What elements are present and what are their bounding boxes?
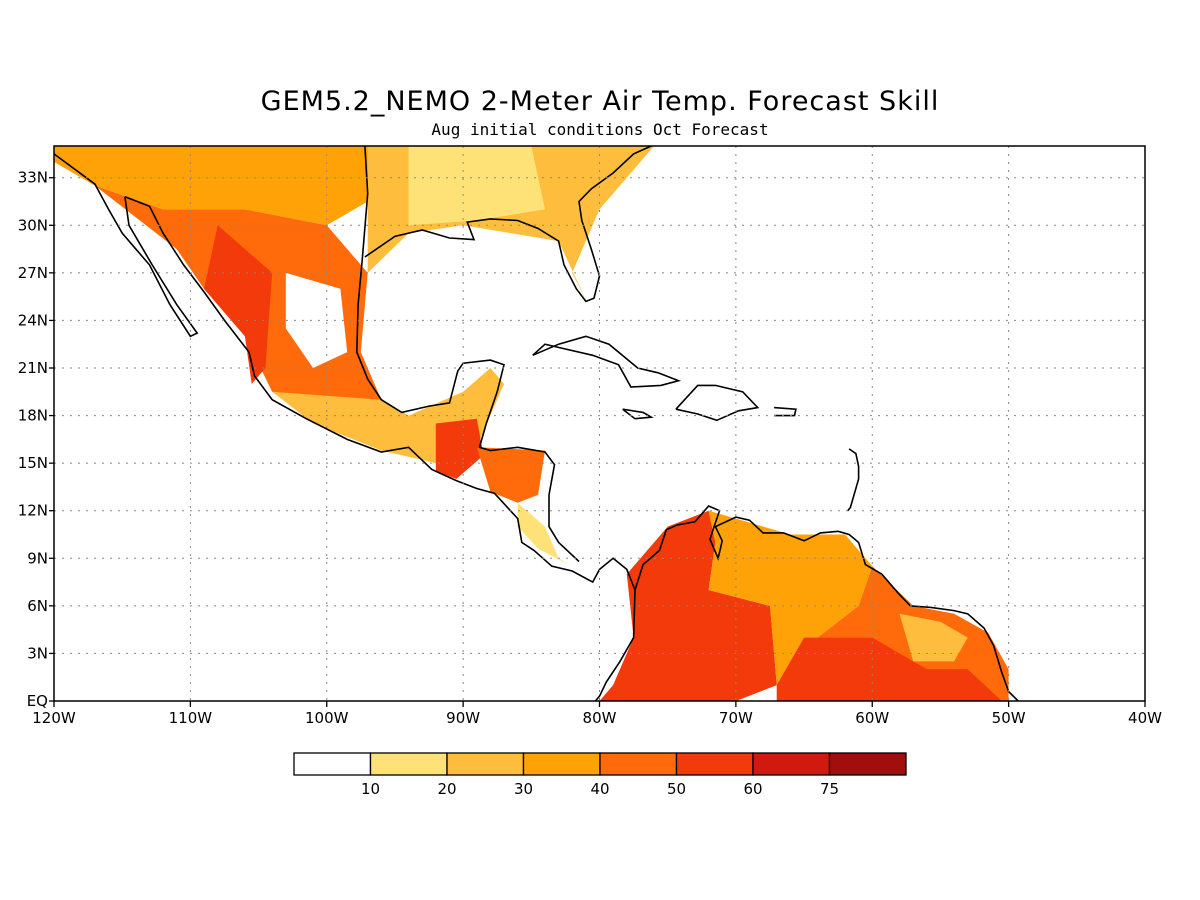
colorbar-swatch — [599, 752, 678, 776]
map-title: GEM5.2_NEMO 2-Meter Air Temp. Forecast S… — [260, 86, 940, 117]
colorbar: 10 20 30 40 50 60 75 — [293, 752, 907, 798]
lon-tick-label: 80W — [583, 709, 617, 727]
skill-regions — [54, 146, 1009, 701]
lat-tick-label: 15N — [18, 454, 48, 472]
colorbar-swatch — [293, 752, 372, 776]
lat-tick-label: 6N — [27, 597, 48, 615]
coastline-1 — [54, 153, 199, 338]
colorbar-label: 30 — [514, 780, 533, 798]
coastline-3 — [594, 589, 636, 701]
region-central-america-south — [517, 502, 573, 567]
coastline-11 — [634, 505, 1019, 701]
lat-tick-label: 27N — [18, 264, 48, 282]
lat-tick-label: EQ — [27, 692, 48, 710]
colorbar-swatch — [522, 752, 601, 776]
lat-tick-label: 9N — [27, 549, 48, 567]
colorbar-swatch — [675, 752, 754, 776]
colorbar-label: 75 — [820, 780, 839, 798]
region-mexico-interior-low — [285, 272, 348, 368]
gridlines — [54, 146, 1145, 701]
region-mexico-west-coast — [204, 225, 273, 384]
coastline-4 — [355, 146, 580, 563]
colorbar-label: 10 — [361, 780, 380, 798]
colorbar-label: 50 — [667, 780, 686, 798]
colorbar-swatch — [752, 752, 831, 776]
lon-tick-label: 90W — [446, 709, 480, 727]
lat-tick-label: 12N — [18, 502, 48, 520]
region-colombia — [599, 510, 777, 701]
region-guatemala — [435, 418, 484, 479]
lat-tick-label: 21N — [18, 359, 48, 377]
region-honduras-nicaragua — [476, 447, 545, 503]
coastline-6 — [532, 335, 682, 388]
lon-tick-label: 100W — [305, 709, 349, 727]
lon-tick-label: 60W — [855, 709, 889, 727]
coastline-9 — [774, 406, 797, 417]
region-brazil-north-high — [776, 637, 1002, 701]
lon-tick-label: 120W — [32, 709, 76, 727]
region-venezuela — [708, 510, 873, 686]
lon-tick-label: 40W — [1128, 709, 1162, 727]
colorbar-label: 40 — [590, 780, 609, 798]
colorbar-label: 20 — [437, 780, 456, 798]
coastline-10 — [847, 448, 860, 512]
lat-tick-label: 24N — [18, 311, 48, 329]
colorbar-swatch — [828, 752, 907, 776]
colorbar-swatch — [369, 752, 448, 776]
coastline-8 — [675, 384, 760, 422]
lon-tick-label: 50W — [992, 709, 1026, 727]
lon-tick-label: 110W — [169, 709, 213, 727]
lat-tick-label: 33N — [18, 169, 48, 187]
lat-tick-label: 18N — [18, 407, 48, 425]
coastline-2 — [124, 195, 636, 591]
colorbar-label: 60 — [743, 780, 762, 798]
lat-tick-label: 30N — [18, 216, 48, 234]
map-subtitle: Aug initial conditions Oct Forecast — [431, 120, 769, 139]
colorbar-swatch — [446, 752, 525, 776]
region-southeast-us-core — [408, 146, 545, 226]
coastline-5 — [364, 146, 652, 303]
region-southwest-us — [54, 146, 382, 226]
coastlines — [54, 146, 1019, 701]
lon-tick-label: 70W — [719, 709, 753, 727]
region-suriname-core — [899, 613, 968, 662]
lat-tick-label: 3N — [27, 644, 48, 662]
coastline-7 — [622, 408, 654, 420]
